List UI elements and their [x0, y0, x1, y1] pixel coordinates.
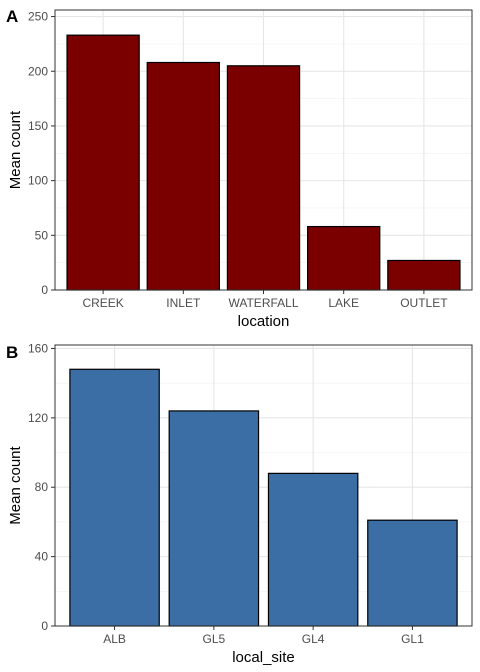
y-tick-label: 100	[28, 174, 48, 188]
bar-creek	[66, 34, 140, 291]
x-tick-label: ALB	[103, 632, 126, 646]
bar-outlet	[387, 259, 461, 291]
x-tick-label: WATERFALL	[228, 296, 298, 310]
y-tick-label: 160	[28, 341, 48, 355]
x-tick-label: CREEK	[82, 296, 123, 310]
y-tick-label: 250	[28, 10, 48, 24]
x-tick-label: GL4	[302, 632, 325, 646]
x-axis-title: local_site	[232, 649, 295, 666]
y-tick-label: 40	[35, 550, 49, 564]
y-tick-label: 0	[41, 619, 48, 633]
y-tick-label: 50	[35, 228, 49, 242]
bar-alb	[69, 368, 160, 627]
panel-tag: A	[6, 7, 18, 26]
x-tick-label: GL5	[203, 632, 226, 646]
bar-inlet	[146, 61, 220, 291]
bar-gl5	[168, 410, 260, 627]
bar-lake	[307, 225, 381, 291]
bar-gl4	[267, 472, 359, 627]
bar-gl1	[367, 519, 458, 627]
plot-border	[54, 344, 473, 627]
y-tick-label: 120	[28, 411, 48, 425]
chart-panel-a: 0 50 100 150 200 250 CREEK INLET WATERFALL LAKE OU…	[6, 7, 473, 330]
panel-tag: B	[6, 343, 18, 362]
y-axis-title: Mean count	[7, 110, 24, 189]
x-tick-label: INLET	[166, 296, 201, 310]
x-tick-label: OUTLET	[400, 296, 448, 310]
x-axis-title: location	[238, 313, 290, 330]
y-tick-label: 0	[41, 283, 48, 297]
y-axis-title: Mean count	[7, 445, 24, 524]
x-tick-label: LAKE	[328, 296, 359, 310]
x-tick-label: GL1	[401, 632, 424, 646]
y-tick-label: 150	[28, 119, 48, 133]
chart-panel-b: 0 40 80 120 160 ALB GL5 GL4 GL1 local_site Mean co…	[6, 341, 473, 666]
bar-waterfall	[226, 65, 301, 291]
y-tick-label: 80	[35, 480, 49, 494]
y-tick-label: 200	[28, 64, 48, 78]
